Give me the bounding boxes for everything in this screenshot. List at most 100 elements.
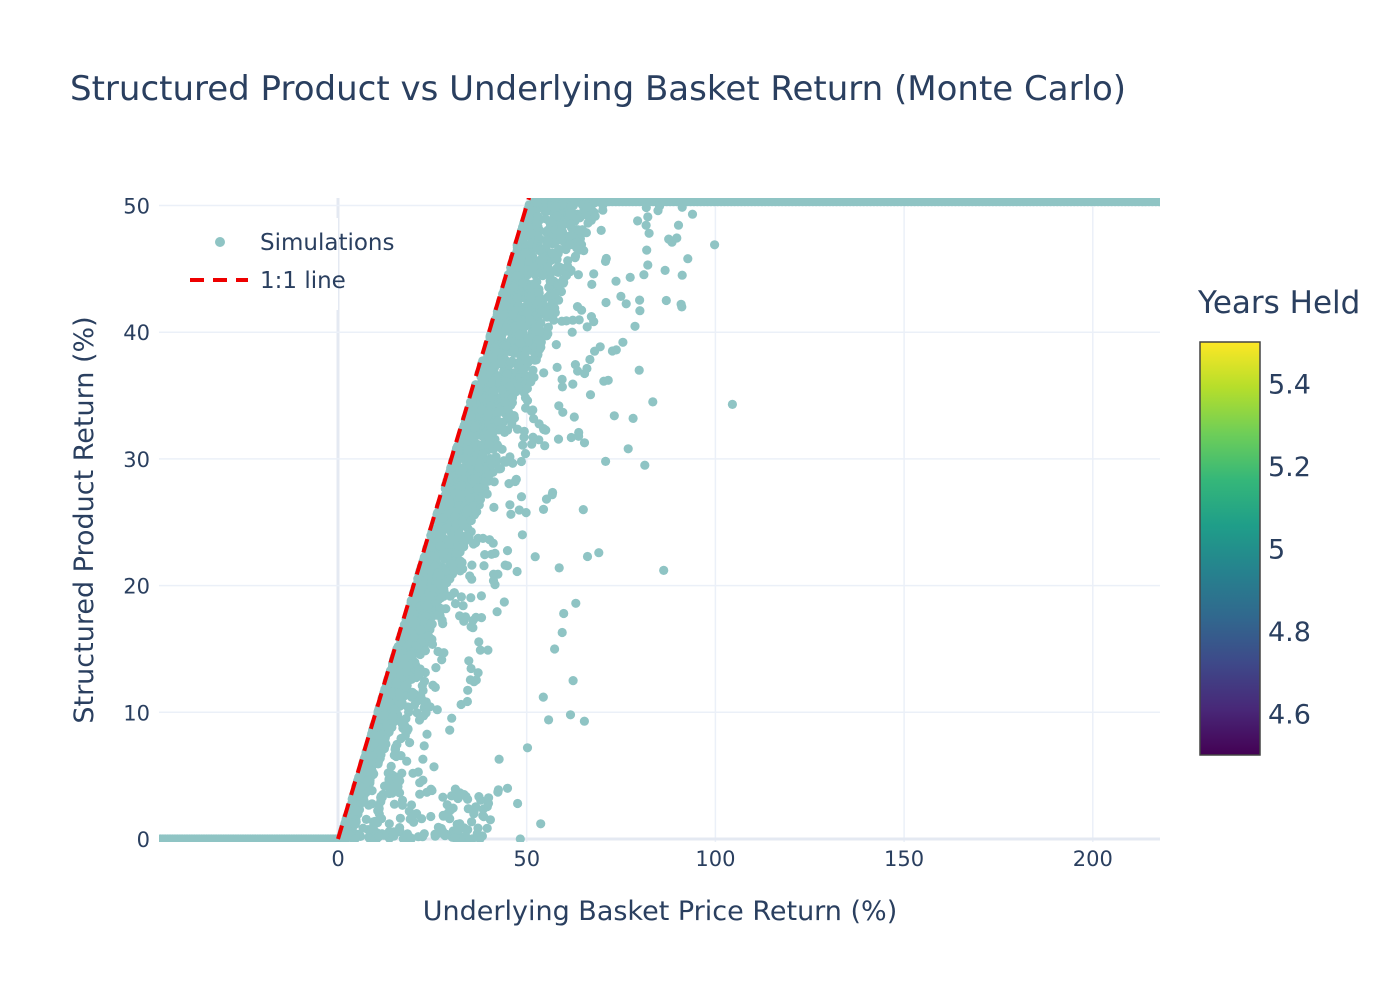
simulation-point bbox=[710, 240, 720, 250]
simulation-point bbox=[536, 318, 546, 328]
simulation-point bbox=[520, 220, 530, 231]
simulation-point bbox=[483, 409, 494, 419]
simulation-point bbox=[351, 805, 362, 816]
colorbar-tick-label: 5.2 bbox=[1268, 452, 1311, 483]
simulation-point bbox=[397, 719, 407, 729]
simulation-point bbox=[402, 756, 412, 766]
simulation-point bbox=[487, 427, 497, 437]
simulation-point bbox=[683, 254, 693, 264]
simulation-point bbox=[518, 278, 528, 288]
simulation-point bbox=[387, 662, 398, 672]
simulation-point bbox=[500, 397, 510, 407]
identity-line-layer bbox=[336, 198, 532, 840]
simulation-point bbox=[431, 663, 441, 673]
simulation-point bbox=[441, 523, 451, 533]
simulation-point bbox=[526, 377, 536, 387]
simulation-point bbox=[462, 696, 472, 707]
simulation-point bbox=[419, 676, 430, 686]
identity-line bbox=[336, 198, 532, 840]
simulation-point bbox=[493, 569, 503, 579]
simulation-point bbox=[409, 595, 419, 605]
simulation-point bbox=[543, 329, 553, 339]
simulation-point bbox=[566, 432, 576, 443]
simulation-point bbox=[571, 598, 581, 608]
simulation-point bbox=[417, 814, 427, 824]
simulation-point bbox=[406, 650, 416, 660]
simulation-point bbox=[493, 442, 503, 452]
simulation-point bbox=[517, 530, 528, 540]
simulation-point bbox=[495, 464, 506, 474]
simulation-point bbox=[550, 303, 560, 313]
simulation-point bbox=[469, 677, 479, 687]
y-axis-title: Structured Product Return (%) bbox=[69, 316, 100, 723]
x-tick-label: 200 bbox=[1073, 847, 1113, 871]
simulation-point bbox=[544, 715, 554, 725]
simulation-point bbox=[416, 625, 426, 635]
simulation-point bbox=[427, 584, 438, 594]
simulation-point bbox=[466, 622, 476, 632]
simulation-point bbox=[541, 494, 552, 504]
simulation-point bbox=[461, 791, 471, 802]
x-tick-label: 100 bbox=[695, 847, 735, 871]
axis-tick-labels: 0 50 100 150 200 0 10 20 30 40 50 bbox=[123, 195, 1113, 872]
simulation-point bbox=[466, 663, 476, 674]
simulation-point bbox=[623, 444, 633, 454]
simulation-point bbox=[362, 776, 372, 786]
y-tick-label: 40 bbox=[123, 321, 150, 345]
simulation-point bbox=[438, 826, 448, 837]
simulation-point bbox=[438, 548, 449, 558]
simulation-point bbox=[399, 654, 410, 664]
y-tick-label: 0 bbox=[137, 828, 150, 852]
simulation-point bbox=[392, 775, 402, 785]
simulation-point bbox=[467, 817, 477, 827]
simulation-point bbox=[489, 502, 499, 512]
simulation-point bbox=[477, 367, 488, 377]
simulation-point bbox=[447, 713, 457, 723]
simulation-point bbox=[644, 228, 654, 238]
simulation-point bbox=[463, 685, 473, 695]
simulation-point bbox=[611, 345, 621, 355]
simulation-point bbox=[395, 813, 405, 823]
simulation-point bbox=[369, 739, 379, 749]
simulation-point bbox=[567, 327, 577, 337]
x-axis-title: Underlying Basket Price Return (%) bbox=[423, 896, 897, 927]
simulation-point bbox=[516, 320, 527, 330]
simulation-point bbox=[454, 529, 464, 539]
simulation-point bbox=[418, 775, 428, 785]
simulation-point bbox=[409, 817, 419, 827]
simulation-point bbox=[426, 811, 436, 822]
legend-item-simulations[interactable]: Simulations bbox=[215, 230, 395, 256]
simulation-point bbox=[389, 704, 399, 715]
legend-item-identity-line[interactable]: 1:1 line bbox=[190, 268, 346, 294]
simulation-point bbox=[557, 374, 567, 384]
simulation-point bbox=[422, 729, 432, 739]
simulation-point bbox=[589, 269, 599, 279]
simulation-point bbox=[474, 637, 484, 647]
simulation-point bbox=[435, 532, 445, 542]
simulation-point bbox=[350, 834, 360, 842]
simulation-point bbox=[590, 211, 600, 221]
simulation-point bbox=[506, 509, 516, 519]
legend[interactable]: Simulations 1:1 line bbox=[180, 218, 395, 310]
simulation-point bbox=[450, 599, 461, 609]
simulation-point bbox=[603, 375, 613, 385]
simulation-point bbox=[458, 517, 468, 528]
simulation-point bbox=[485, 366, 495, 376]
simulation-point bbox=[518, 440, 528, 450]
simulation-point bbox=[521, 355, 531, 365]
simulation-point bbox=[358, 823, 368, 833]
simulation-point bbox=[526, 292, 536, 302]
simulation-point bbox=[432, 705, 442, 715]
simulation-point bbox=[578, 505, 588, 515]
simulation-point bbox=[643, 260, 653, 270]
simulation-point bbox=[378, 710, 389, 720]
simulation-point bbox=[425, 591, 435, 601]
simulation-point bbox=[488, 352, 498, 363]
simulation-point bbox=[474, 792, 484, 802]
simulation-point bbox=[476, 405, 486, 415]
simulation-point bbox=[579, 438, 590, 448]
simulation-point bbox=[559, 608, 569, 619]
simulation-point bbox=[385, 724, 395, 734]
simulation-point bbox=[484, 470, 494, 480]
